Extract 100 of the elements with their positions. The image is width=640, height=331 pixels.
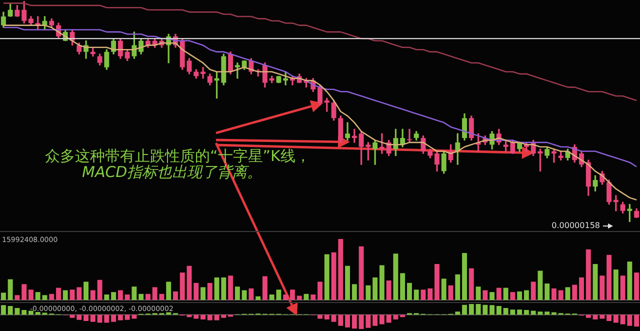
bar <box>28 290 34 300</box>
candlestick <box>406 128 412 143</box>
bar <box>586 249 591 300</box>
bar <box>482 290 488 300</box>
bar <box>166 282 172 300</box>
bar <box>207 314 212 320</box>
candlestick <box>200 66 206 79</box>
bar <box>510 292 516 300</box>
bar <box>331 252 336 300</box>
bar <box>386 280 392 300</box>
bar <box>358 246 364 300</box>
bar <box>324 254 330 300</box>
bar <box>318 314 322 319</box>
bar <box>318 282 322 300</box>
bar <box>138 294 144 300</box>
bar <box>468 268 474 300</box>
bar <box>194 314 199 319</box>
bar <box>586 314 591 318</box>
bar <box>283 294 288 300</box>
bar <box>90 314 96 322</box>
bar <box>524 290 529 300</box>
bar <box>194 282 199 300</box>
bar <box>234 286 240 300</box>
bar <box>372 277 378 300</box>
bar <box>379 265 384 300</box>
bar <box>448 285 454 300</box>
bar <box>538 270 543 300</box>
candlestick <box>552 148 556 163</box>
bar <box>634 272 640 300</box>
bar <box>22 284 27 300</box>
bar <box>579 277 584 300</box>
bar <box>28 310 34 315</box>
bar <box>180 272 185 300</box>
bar <box>455 274 460 300</box>
bar <box>331 314 336 322</box>
bar <box>400 314 406 318</box>
bar <box>118 290 123 300</box>
bar <box>517 310 522 315</box>
bar <box>242 290 247 300</box>
bar <box>592 314 598 320</box>
bar <box>517 291 522 300</box>
bar <box>558 290 564 300</box>
bar <box>97 280 102 300</box>
bar <box>476 286 481 300</box>
bar <box>352 284 357 300</box>
bar <box>455 312 460 315</box>
bar <box>613 270 618 300</box>
bar <box>111 292 116 300</box>
bar <box>200 314 206 320</box>
bar <box>290 290 295 300</box>
annotation: 0.00000158 <box>552 221 600 230</box>
bar <box>366 285 371 300</box>
bar <box>606 314 612 321</box>
bar <box>406 282 412 300</box>
bar <box>70 290 75 300</box>
bar <box>345 266 350 300</box>
bar <box>468 304 474 315</box>
bar <box>606 254 612 300</box>
bar <box>70 314 75 318</box>
bar <box>420 290 426 300</box>
bar <box>76 314 82 320</box>
bar <box>462 253 467 300</box>
bar <box>173 291 178 300</box>
bar <box>530 282 536 300</box>
bar <box>0 305 6 315</box>
bar <box>84 314 88 321</box>
bar <box>118 314 123 320</box>
bar <box>0 292 6 300</box>
bar <box>393 254 398 300</box>
bar <box>186 314 192 318</box>
candlestick <box>379 133 384 154</box>
bar <box>544 284 550 300</box>
bar <box>544 312 550 315</box>
bar <box>372 314 378 326</box>
bar <box>379 314 384 324</box>
bar <box>76 287 82 300</box>
bar <box>104 294 110 300</box>
candlestick <box>345 122 350 141</box>
bar <box>14 295 20 300</box>
bar <box>62 290 68 300</box>
bar <box>49 294 54 300</box>
bar <box>8 279 13 300</box>
bar <box>352 314 357 329</box>
bar <box>490 292 495 300</box>
bar <box>345 314 350 328</box>
bar <box>490 305 495 315</box>
bar <box>634 314 640 327</box>
bar <box>613 314 618 323</box>
bar <box>496 306 502 315</box>
bar <box>310 294 316 300</box>
bar <box>338 239 344 300</box>
bar <box>22 310 27 315</box>
bar <box>627 262 632 300</box>
bar <box>462 304 467 315</box>
bar <box>145 294 150 300</box>
bar <box>496 288 502 300</box>
bar <box>111 314 116 322</box>
bar <box>56 288 61 300</box>
bar <box>338 314 344 326</box>
bar <box>324 314 330 320</box>
